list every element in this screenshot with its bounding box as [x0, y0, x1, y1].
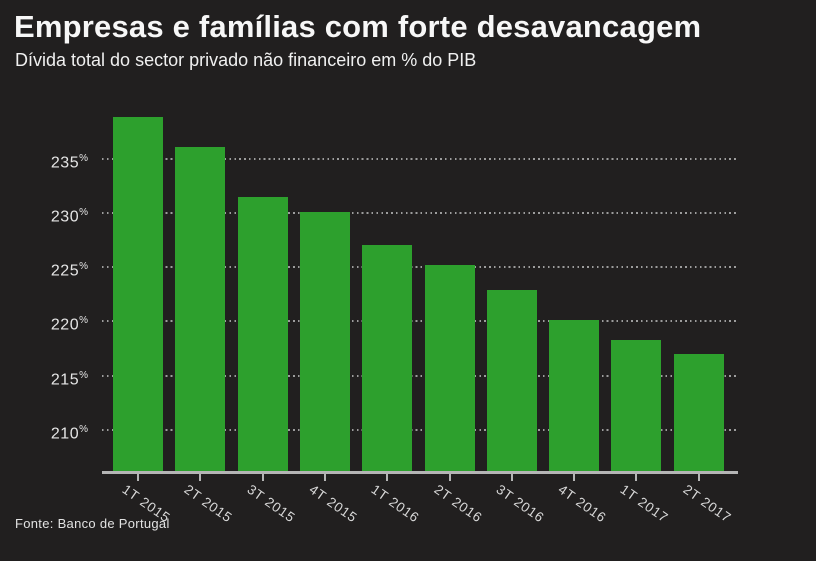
x-axis-tick-4t-2016	[573, 474, 576, 481]
bar-1t-2017	[611, 339, 662, 473]
chart-title: Empresas e famílias com forte desavancag…	[14, 9, 702, 44]
y-tick-label-225: 225%	[50, 261, 88, 280]
x-axis-tick-4t-2015	[323, 474, 326, 481]
chart-subtitle: Dívida total do sector privado não finan…	[15, 50, 477, 70]
gridline-210	[102, 428, 738, 431]
bar-4t-2015	[299, 212, 350, 473]
x-axis-tick-3t-2015	[261, 474, 264, 481]
x-tick-label-4t-2016: 4T 2016	[555, 481, 610, 526]
bar-3t-2016	[486, 290, 537, 473]
gridline-220	[102, 320, 738, 323]
x-tick-label-3t-2015: 3T 2015	[244, 481, 298, 526]
source-note: Fonte: Banco de Portugal	[15, 516, 170, 531]
gridline-230	[102, 212, 738, 215]
bar-2t-2017	[673, 353, 724, 473]
x-tick-label-3t-2016: 3T 2016	[493, 481, 547, 526]
x-tick-label-1t-2017: 1T 2017	[617, 481, 672, 526]
x-axis-tick-1t-2016	[386, 474, 389, 481]
y-tick-label-215: 215%	[50, 369, 88, 388]
bar-1t-2015	[113, 116, 163, 473]
x-tick-label-2t-2017: 2T 2017	[680, 481, 734, 526]
x-axis-line	[102, 471, 738, 474]
bar-2t-2016	[424, 265, 475, 473]
x-axis-tick-2t-2015	[199, 474, 202, 481]
gridline-225	[102, 266, 738, 269]
x-axis-tick-1t-2015	[137, 474, 139, 481]
x-tick-label-2t-2016: 2T 2016	[430, 481, 485, 526]
gridline-235	[102, 158, 738, 161]
y-tick-label-220: 220%	[50, 315, 88, 334]
bar-3t-2015	[237, 197, 288, 473]
y-tick-label-235: 235%	[50, 153, 88, 172]
y-tick-label-230: 230%	[50, 207, 88, 226]
x-tick-label-2t-2015: 2T 2015	[181, 481, 236, 526]
gridline-215	[102, 374, 738, 377]
x-axis-tick-2t-2016	[448, 474, 451, 481]
x-axis-tick-2t-2017	[697, 474, 700, 481]
bar-2t-2015	[175, 147, 226, 473]
bar-1t-2016	[362, 244, 413, 473]
x-tick-label-1t-2016: 1T 2016	[368, 481, 423, 526]
y-tick-label-210: 210%	[50, 423, 88, 443]
x-axis-tick-3t-2016	[510, 474, 513, 481]
x-axis-tick-1t-2017	[635, 474, 638, 481]
x-tick-label-4t-2015: 4T 2015	[306, 481, 360, 526]
bar-4t-2016	[549, 320, 600, 473]
